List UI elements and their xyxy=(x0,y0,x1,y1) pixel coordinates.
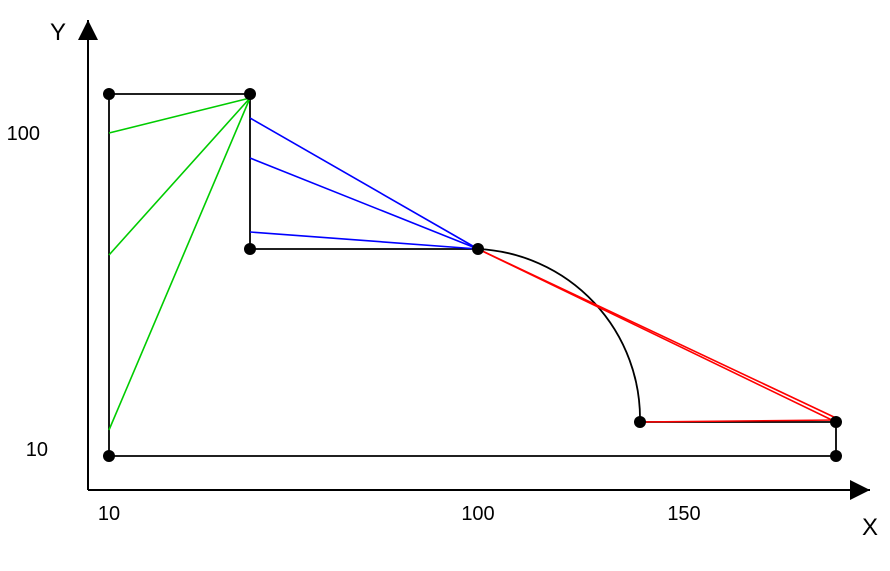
colored-line xyxy=(109,98,250,133)
node-dot xyxy=(103,450,115,462)
labels-group: Y X 10 100 150 10 100 xyxy=(7,19,878,541)
node-dot xyxy=(830,416,842,428)
node-dot xyxy=(634,416,646,428)
y-tick-label: 10 xyxy=(26,439,48,461)
x-axis-arrow-icon xyxy=(850,480,870,500)
outline-arc xyxy=(478,249,640,422)
black-outline-group xyxy=(109,94,836,456)
x-axis-label: X xyxy=(862,514,878,541)
node-dot xyxy=(244,243,256,255)
node-dot xyxy=(830,450,842,462)
colored-line xyxy=(250,118,478,249)
colored-line xyxy=(478,249,836,418)
node-dot xyxy=(472,243,484,255)
diagram-canvas: Y X 10 100 150 10 100 xyxy=(0,0,890,571)
axes-group xyxy=(78,20,870,500)
y-tick-label: 100 xyxy=(7,123,40,145)
x-tick-label: 100 xyxy=(461,503,494,525)
node-dot xyxy=(103,88,115,100)
node-dot xyxy=(244,88,256,100)
nodes-group xyxy=(103,88,842,462)
colored-line xyxy=(109,98,250,255)
colored-lines-group xyxy=(109,98,836,430)
x-tick-label: 10 xyxy=(98,503,120,525)
x-tick-label: 150 xyxy=(667,503,700,525)
y-axis-label: Y xyxy=(50,19,66,46)
y-axis-arrow-icon xyxy=(78,20,98,40)
colored-line xyxy=(109,98,250,430)
